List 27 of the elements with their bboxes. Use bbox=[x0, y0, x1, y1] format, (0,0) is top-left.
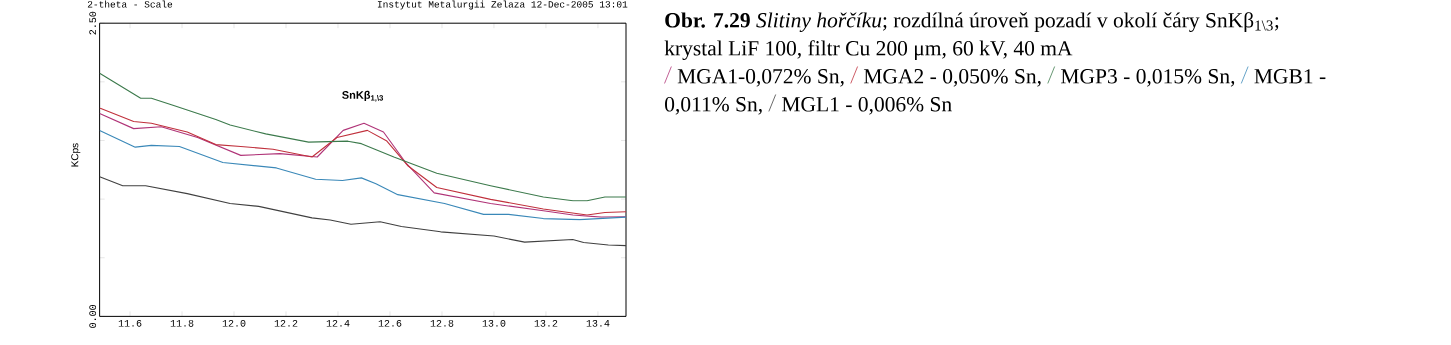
text: 0,011% Sn, bbox=[665, 97, 762, 115]
x-tick-label: 13.0 bbox=[482, 319, 506, 327]
x-tick-label: 12.4 bbox=[326, 319, 350, 327]
x-tick-label: 13.2 bbox=[534, 319, 558, 327]
x-tick-label: 12.8 bbox=[430, 319, 454, 327]
line-series bbox=[99, 72, 627, 202]
y-tick-label: 0.00 bbox=[89, 304, 97, 328]
text: MGB1 - bbox=[1254, 69, 1326, 84]
x-tick-label: 12.2 bbox=[274, 319, 298, 327]
text: 2-theta - Scale bbox=[87, 0, 173, 8]
legend-label: MGA1-0,072% Sn, bbox=[677, 69, 844, 87]
y-axis-title: KCps bbox=[71, 143, 81, 167]
x-tick-label: 11.6 bbox=[118, 319, 142, 327]
text: Instytut Metalurgii Zelaza 12-Dec-2005 13:01 bbox=[377, 0, 628, 10]
legend-label: MGA2 - 0,050% Sn, bbox=[863, 69, 1041, 87]
y-tick-label: 2.50 bbox=[89, 11, 97, 35]
legend-label: MGP3 - 0,015% Sn, bbox=[1061, 69, 1235, 87]
x-tick-label: 12.0 bbox=[222, 319, 246, 327]
x-tick-label: 11.8 bbox=[170, 319, 194, 327]
x-tick-label: 13.4 bbox=[586, 319, 610, 327]
x-tick-label: 12.6 bbox=[378, 319, 402, 327]
text: Obr. 7.29 Slitiny hořčíku; rozdílná úroveň pozadí v okolí čáry SnKβ$_{1\3}$; bbox=[665, 12, 1279, 32]
annotation: SnKβ$_{1,\3}$ bbox=[342, 90, 384, 102]
legend-label: MGL1 - 0,006% Sn bbox=[782, 97, 952, 115]
line-series bbox=[99, 176, 627, 247]
line-series bbox=[99, 129, 627, 221]
text: krystal LiF 100, filtr Cu 200 μm, 60 kV, 40 mA bbox=[664, 40, 1073, 60]
